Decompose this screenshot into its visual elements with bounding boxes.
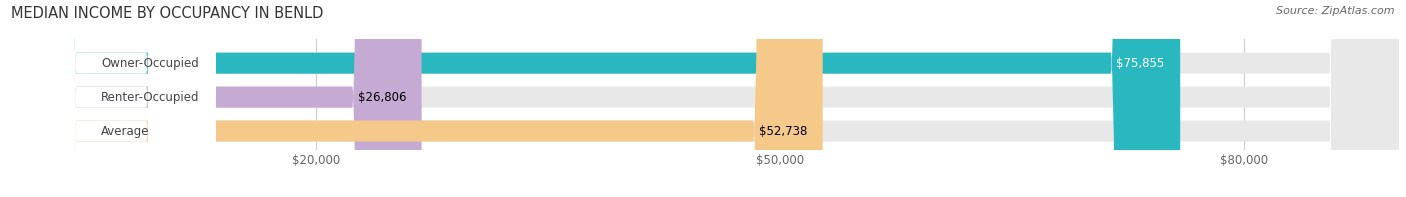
FancyBboxPatch shape xyxy=(7,0,217,197)
Text: Source: ZipAtlas.com: Source: ZipAtlas.com xyxy=(1277,6,1395,16)
FancyBboxPatch shape xyxy=(7,0,217,197)
FancyBboxPatch shape xyxy=(7,0,217,197)
Text: Renter-Occupied: Renter-Occupied xyxy=(101,91,200,104)
Text: $75,855: $75,855 xyxy=(1116,57,1164,70)
FancyBboxPatch shape xyxy=(7,0,1399,197)
Text: $26,806: $26,806 xyxy=(357,91,406,104)
Text: MEDIAN INCOME BY OCCUPANCY IN BENLD: MEDIAN INCOME BY OCCUPANCY IN BENLD xyxy=(11,6,323,21)
FancyBboxPatch shape xyxy=(7,0,1399,197)
Text: Average: Average xyxy=(101,125,149,138)
FancyBboxPatch shape xyxy=(7,0,422,197)
Text: $52,738: $52,738 xyxy=(759,125,807,138)
Text: Owner-Occupied: Owner-Occupied xyxy=(101,57,198,70)
FancyBboxPatch shape xyxy=(7,0,1399,197)
FancyBboxPatch shape xyxy=(7,0,1180,197)
FancyBboxPatch shape xyxy=(7,0,823,197)
